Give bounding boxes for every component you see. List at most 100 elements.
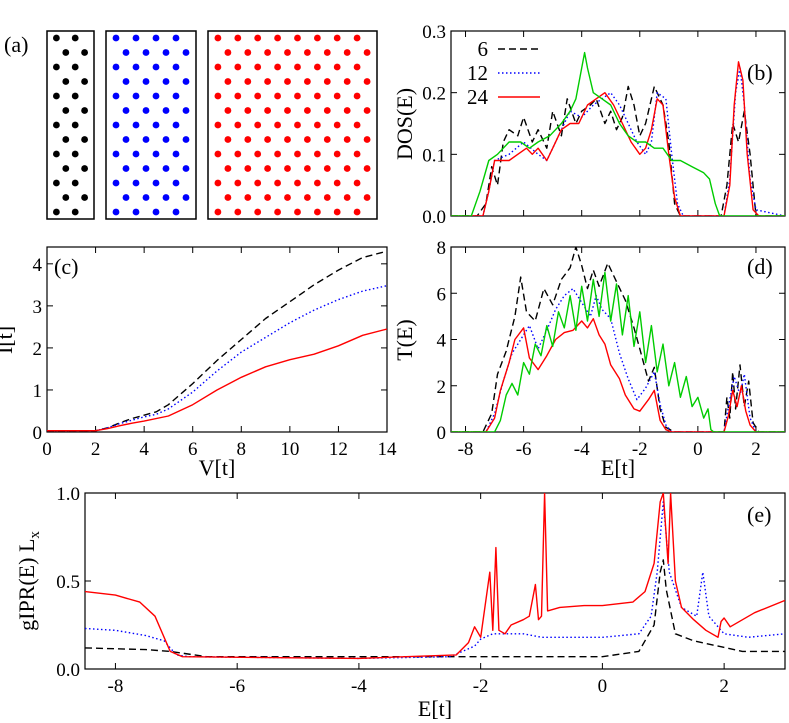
- lattice-dot-24: [234, 208, 242, 216]
- lattice-dot-24: [353, 34, 361, 42]
- y-tick-label: 0: [33, 423, 43, 444]
- lattice-dot-6: [71, 179, 79, 187]
- lattice-dot-12: [172, 63, 180, 71]
- series-line-12-b: [451, 67, 785, 216]
- y-tick-label: 0.5: [56, 572, 80, 593]
- lattice-dot-6: [53, 121, 60, 129]
- panel-a-label: (a): [4, 32, 28, 57]
- x-tick-label: -4: [574, 439, 590, 460]
- lattice-dot-24: [284, 165, 291, 172]
- lattice-dot-12: [172, 150, 180, 158]
- lattice-dot-6: [62, 165, 70, 172]
- lattice-dot-24: [353, 92, 361, 100]
- lattice-dot-24: [363, 107, 371, 114]
- legend: 6 12 24: [467, 37, 540, 109]
- lattice-dot-24: [224, 49, 232, 56]
- panel-e-ylabel: gIPR(E) Lx: [14, 531, 43, 631]
- x-tick-label: 2: [91, 439, 101, 460]
- lattice-dot-24: [264, 136, 271, 143]
- lattice-dot-12: [122, 165, 130, 172]
- lattice-dot-12: [112, 208, 120, 216]
- lattice-dot-24: [254, 34, 262, 42]
- lattice-dot-24: [343, 194, 351, 201]
- series-line-24-e: [85, 493, 785, 660]
- series-line-6-d: [451, 247, 785, 432]
- lattice-dot-24: [274, 92, 281, 100]
- lattice-dot-24: [333, 179, 341, 187]
- lattice-dot-24: [254, 63, 262, 71]
- panel-d-xlabel: E[t]: [601, 455, 635, 480]
- lattice-dot-24: [234, 121, 242, 129]
- lattice-dot-24: [314, 121, 321, 129]
- x-tick-label: -6: [516, 439, 532, 460]
- lattice-dot-24: [224, 107, 232, 114]
- lattice-dot-24: [274, 121, 281, 129]
- lattice-dot-24: [314, 179, 321, 187]
- lattice-dot-12: [182, 78, 190, 85]
- lattice-dot-6: [53, 208, 60, 216]
- lattice-dot-24: [333, 150, 341, 158]
- lattice-dot-24: [363, 78, 371, 85]
- lattice-dot-6: [53, 92, 60, 100]
- lattice-dot-24: [264, 78, 271, 85]
- lattice-dot-24: [333, 63, 341, 71]
- panel-d-transmission: -8 -6 -4 -2 0 2 0 2 4 6 8 (d) E[t] T(E): [392, 238, 786, 480]
- lattice-dot-12: [162, 107, 170, 114]
- x-tick-label: -2: [473, 676, 489, 697]
- lattice-dot-24: [244, 78, 252, 85]
- lattice-dot-24: [353, 63, 361, 71]
- lattice-dot-6: [71, 34, 79, 42]
- lattice-dot-24: [264, 165, 271, 172]
- lattice-dot-24: [314, 150, 321, 158]
- lattice-dot-12: [182, 165, 190, 172]
- lattice-dot-24: [294, 121, 301, 129]
- lattice-dot-24: [353, 179, 361, 187]
- x-tick-label: 14: [378, 439, 398, 460]
- lattice-dot-24: [323, 107, 331, 114]
- lattice-dot-24: [343, 136, 351, 143]
- lattice-dot-12: [162, 49, 170, 56]
- lattice-dot-12: [152, 179, 160, 187]
- x-tick-label: -6: [229, 676, 245, 697]
- lattice-dot-12: [112, 34, 120, 42]
- lattice-dot-6: [62, 194, 70, 201]
- series-line-12-c: [47, 285, 387, 432]
- x-tick-label: -8: [458, 439, 474, 460]
- lattice-dot-12: [122, 78, 130, 85]
- lattice-dot-24: [234, 92, 242, 100]
- y-tick-label: 0.1: [422, 145, 446, 166]
- series-line-green-d: [451, 271, 785, 432]
- x-tick-label: 10: [280, 439, 299, 460]
- y-tick-label: 1: [33, 381, 43, 402]
- lattice-dot-12: [182, 49, 190, 56]
- y-tick-label: 0.2: [422, 84, 446, 105]
- lattice-dot-12: [122, 194, 130, 201]
- lattice-dot-24: [314, 208, 321, 216]
- lattice-dot-24: [224, 165, 232, 172]
- series-line-24-d: [451, 318, 785, 432]
- lattice-dot-24: [304, 78, 311, 85]
- lattice-dot-12: [132, 92, 140, 100]
- y-tick-label: 4: [437, 331, 447, 352]
- lattice-dot-24: [294, 63, 301, 71]
- lattice-dot-12: [142, 49, 150, 56]
- x-tick-label: 2: [719, 676, 729, 697]
- lattice-dot-12: [152, 121, 160, 129]
- lattice-dot-12: [112, 121, 120, 129]
- lattice-dot-24: [254, 208, 262, 216]
- lattice-dot-12: [132, 208, 140, 216]
- lattice-dot-24: [343, 165, 351, 172]
- lattice-dot-6: [62, 136, 70, 143]
- x-tick-label: -8: [108, 676, 124, 697]
- lattice-dot-12: [152, 63, 160, 71]
- lattice-dot-24: [254, 179, 262, 187]
- lattice-dot-12: [142, 136, 150, 143]
- lattice-dot-24: [274, 208, 281, 216]
- panel-e-gipr: -8 -6 -4 -2 0 2 0.0 0.5 1.0 (e) E[t] gIPR(E) Lx: [14, 484, 786, 721]
- lattice-dot-24: [254, 92, 262, 100]
- lattice-dot-12: [142, 165, 150, 172]
- lattice-dot-24: [343, 49, 351, 56]
- series-line-12-d: [451, 287, 785, 432]
- series-line-green-b: [451, 51, 785, 216]
- lattice-dot-24: [284, 49, 291, 56]
